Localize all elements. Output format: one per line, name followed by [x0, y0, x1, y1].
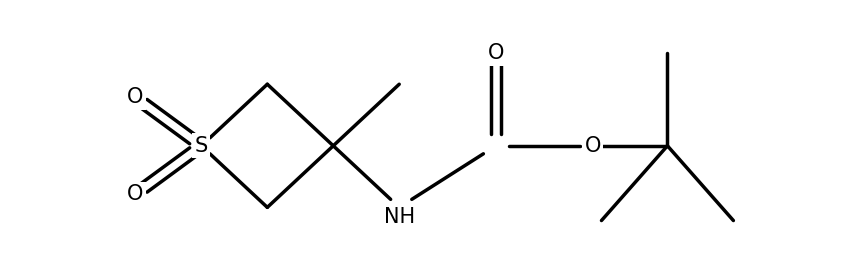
- Text: O: O: [127, 87, 144, 107]
- Text: S: S: [194, 136, 208, 156]
- Text: NH: NH: [384, 207, 415, 227]
- Text: O: O: [488, 44, 504, 64]
- Text: O: O: [127, 184, 144, 204]
- Text: O: O: [585, 136, 601, 156]
